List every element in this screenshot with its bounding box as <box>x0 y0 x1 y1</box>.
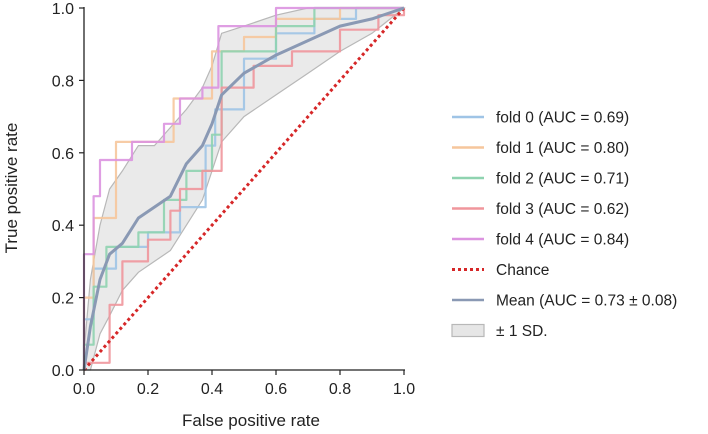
y-tick-label-1: 0.2 <box>52 291 74 308</box>
legend-label-7: ± 1 SD. <box>496 323 548 340</box>
series-layer <box>82 6 406 371</box>
x-axis-label: False positive rate <box>182 411 320 430</box>
legend: fold 0 (AUC = 0.69) fold 1 (AUC = 0.80) fo… <box>451 110 677 340</box>
x-tick-label-3: 0.6 <box>265 381 287 398</box>
x-tick-label-2: 0.4 <box>201 381 223 398</box>
series-line-5 <box>82 7 406 371</box>
y-tick-label-5: 1.0 <box>52 1 74 18</box>
y-tick-label-4: 0.8 <box>52 73 74 90</box>
series-line-4 <box>82 6 404 370</box>
legend-label-5: Chance <box>496 262 549 279</box>
y-tick-label-0: 0.0 <box>52 363 74 380</box>
x-tick-label-1: 0.2 <box>137 381 159 398</box>
legend-label-6: Mean (AUC = 0.73 ± 0.08) <box>496 293 677 310</box>
series-line-3 <box>82 8 406 370</box>
x-tick-label-4: 0.8 <box>329 381 351 398</box>
x-tick-label-0: 0.0 <box>73 381 95 398</box>
legend-label-2: fold 2 (AUC = 0.71) <box>496 171 629 188</box>
series-line-0 <box>82 6 404 370</box>
y-tick-label-2: 0.4 <box>52 218 74 235</box>
legend-swatch-band <box>451 323 485 338</box>
series-line-6 <box>82 6 405 371</box>
legend-label-1: fold 1 (AUC = 0.80) <box>496 140 629 157</box>
x-tick-label-5: 1.0 <box>393 381 415 398</box>
legend-label-3: fold 3 (AUC = 0.62) <box>496 201 629 218</box>
y-tick-label-3: 0.6 <box>52 146 74 163</box>
legend-label-4: fold 4 (AUC = 0.84) <box>496 232 629 249</box>
legend-label-0: fold 0 (AUC = 0.69) <box>496 110 629 127</box>
axes-layer: 0.0 0.2 0.4 0.6 0.8 1.0 0.0 0.2 0.4 0.6 0.8 1.0 <box>52 1 415 398</box>
y-axis-label: True positive rate <box>2 123 21 254</box>
